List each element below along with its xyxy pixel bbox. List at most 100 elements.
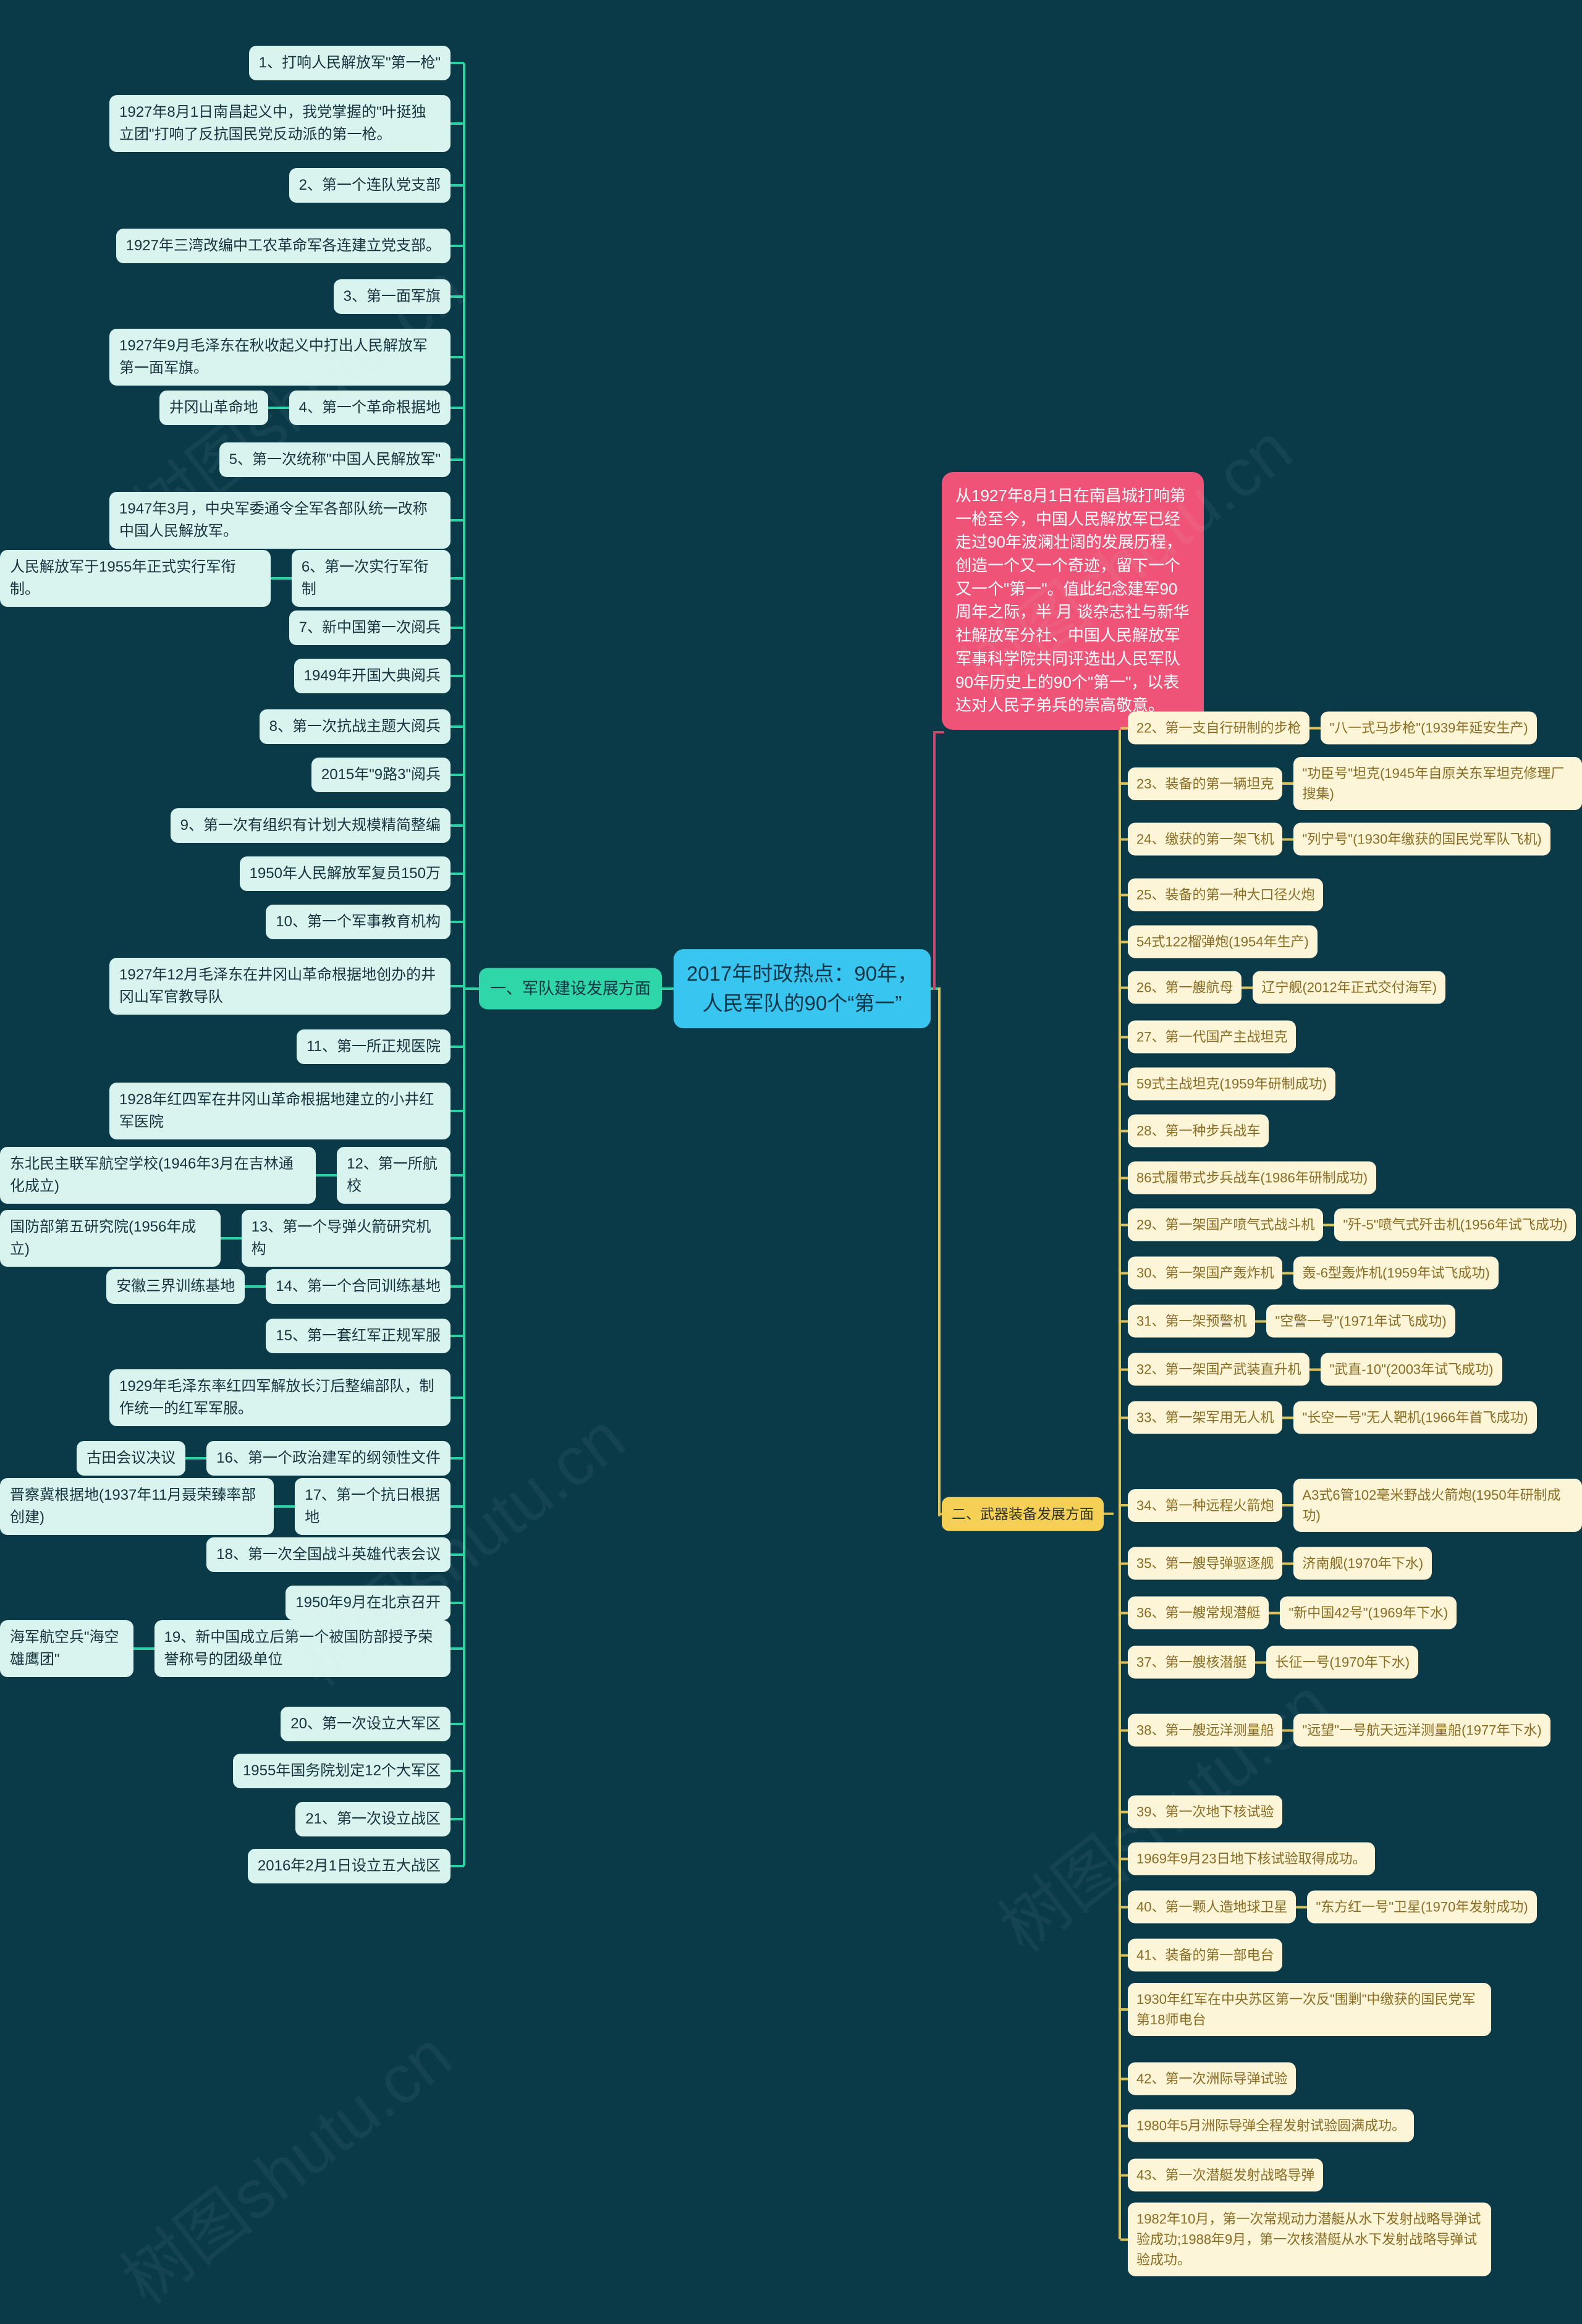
branch2-item-36-sub-label[interactable]: "新中国42号"(1969年下水) [1280,1596,1457,1629]
branch2-item-33[interactable]: 33、第一架军用无人机 [1128,1401,1283,1434]
branch1-label-node[interactable]: 一、军队建设发展方面 [479,968,662,1010]
branch2-item-42[interactable]: 42、第一次洲际导弹试验 [1128,2062,1296,2095]
branch1-item-16[interactable]: 16、第一个政治建军的纲领性文件 [206,1441,450,1476]
branch1-item-18[interactable]: 18、第一次全国战斗英雄代表会议 [206,1537,450,1572]
branch2-item-23[interactable]: 23、装备的第一辆坦克 [1128,767,1283,800]
branch1-item-9-desc[interactable]: 1950年人民解放军复员150万 [239,856,465,891]
branch2-item-24[interactable]: 24、缴获的第一架飞机 [1128,822,1283,856]
branch2-item-row: 42、第一次洲际导弹试验 [1120,2062,1296,2095]
branch1-item-1[interactable]: 1、打响人民解放军"第一枪" [248,46,450,80]
branch2-item-39-desc[interactable]: 1969年9月23日地下核试验取得成功。 [1120,1842,1375,1875]
branch1-item-4[interactable]: 4、第一个革命根据地 [289,391,450,425]
branch1-item-20-desc[interactable]: 1955年国务院划定12个大军区 [232,1754,465,1788]
branch1-item-21[interactable]: 21、第一次设立战区 [295,1802,450,1836]
branch2-item-22-sub-label[interactable]: "八一式马步枪"(1939年延安生产) [1321,711,1537,745]
branch2-item-27[interactable]: 27、第一代国产主战坦克 [1128,1020,1296,1054]
branch1-item-16-side-label[interactable]: 古田会议决议 [77,1441,186,1476]
branch2-item-43[interactable]: 43、第一次潜艇发射战略导弹 [1128,2158,1324,2192]
branch1-item-2-desc[interactable]: 1927年三湾改编中工农革命军各连建立党支部。 [116,229,465,263]
branch1-item-12-side-label[interactable]: 东北民主联军航空学校(1946年3月在吉林通化成立) [0,1147,316,1204]
center-topic-node[interactable]: 2017年时政热点：90年，人民军队的90个“第一” [674,949,931,1028]
branch2-item-34-sub-label[interactable]: A3式6管102毫米野战火箭炮(1950年研制成功) [1293,1479,1582,1532]
sub-connector-line [1282,1504,1294,1506]
branch2-item-37-sub-label[interactable]: 长征一号(1970年下水) [1266,1646,1419,1679]
branch1-item-3[interactable]: 3、第一面军旗 [333,279,450,314]
branch2-item-32-sub-label[interactable]: "武直-10"(2003年试飞成功) [1321,1353,1502,1386]
branch2-item-32[interactable]: 32、第一架国产武装直升机 [1128,1353,1310,1386]
branch2-item-41[interactable]: 41、装备的第一部电台 [1128,1938,1283,1972]
sub-connector-line [1309,1368,1321,1371]
branch2-item-34[interactable]: 34、第一种远程火箭炮 [1128,1489,1283,1522]
branch1-item-6[interactable]: 6、第一次实行军衔制 [291,550,450,607]
branch1-item-3-desc[interactable]: 1927年9月毛泽东在秋收起义中打出人民解放军第一面军旗。 [109,329,464,386]
branch2-item-40-sub-label[interactable]: "东方红一号"卫星(1970年发射成功) [1307,1890,1537,1924]
branch2-item-35[interactable]: 35、第一艘导弹驱逐舰 [1128,1547,1283,1580]
intro-note-card[interactable]: 从1927年8月1日在南昌城打响第一枪至今，中国人民解放军已经走过90年波澜壮阔… [942,472,1204,730]
branch2-item-30-sub-label[interactable]: 轰-6型轰炸机(1959年试飞成功) [1293,1256,1499,1290]
branch1-item-17-side-label[interactable]: 晋察冀根据地(1937年11月聂荣臻率部创建) [0,1478,274,1535]
branch2-item-37[interactable]: 37、第一艘核潜艇 [1128,1646,1256,1679]
branch1-item-15[interactable]: 15、第一套红军正规军服 [266,1319,450,1353]
branch1-item-row: 7、新中国第一次阅兵 [289,611,464,645]
branch1-item-5[interactable]: 5、第一次统称"中国人民解放军" [219,442,450,477]
branch1-item-13[interactable]: 13、第一个导弹火箭研究机构 [241,1210,450,1267]
branch1-item-11-desc[interactable]: 1928年红四军在井冈山革命根据地建立的小井红军医院 [109,1083,464,1139]
branch1-item-21-desc[interactable]: 2016年2月1日设立五大战区 [247,1849,465,1883]
trunk-connector-line [1120,1223,1128,1226]
branch1-item-10[interactable]: 10、第一个军事教育机构 [266,905,450,939]
trunk-connector-line [450,407,464,409]
branch1-item-2[interactable]: 2、第一个连队党支部 [289,168,450,203]
branch2-item-27-desc[interactable]: 59式主战坦克(1959年研制成功) [1120,1067,1336,1101]
branch2-item-28-desc[interactable]: 86式履带式步兵战车(1986年研制成功) [1120,1161,1377,1194]
branch1-item-row: 21、第一次设立战区 [295,1802,464,1836]
branch1-item-row: 晋察冀根据地(1937年11月聂荣臻率部创建) 17、第一个抗日根据地 [0,1478,464,1535]
branch1-item-1-desc[interactable]: 1927年8月1日南昌起义中，我党掌握的"叶挺独立团"打响了反抗国民党反动派的第… [109,95,464,152]
branch1-item-8[interactable]: 8、第一次抗战主题大阅兵 [259,709,450,744]
side-connector-line [316,1174,337,1177]
branch2-item-31-sub-label[interactable]: "空警一号"(1971年试飞成功) [1266,1304,1455,1338]
branch1-item-12[interactable]: 12、第一所航校 [337,1147,450,1204]
branch2-item-33-sub-label[interactable]: "长空一号"无人靶机(1966年首飞成功) [1293,1401,1537,1434]
branch2-item-22[interactable]: 22、第一支自行研制的步枪 [1128,711,1310,745]
branch2-item-38-sub-label[interactable]: "远望"一号航天远洋测量船(1977年下水) [1293,1713,1550,1747]
branch1-item-20[interactable]: 20、第一次设立大军区 [281,1707,450,1741]
branch1-item-5-desc[interactable]: 1947年3月，中央军委通令全军各部队统一改称中国人民解放军。 [109,492,464,549]
branch1-item-17[interactable]: 17、第一个抗日根据地 [295,1478,450,1535]
branch1-item-19-side-label[interactable]: 海军航空兵"海空雄鹰团" [0,1620,133,1677]
branch1-item-19[interactable]: 19、新中国成立后第一个被国防部授予荣誉称号的团级单位 [154,1620,450,1677]
branch2-item-35-sub-label[interactable]: 济南舰(1970年下水) [1293,1547,1432,1580]
branch2-item-25[interactable]: 25、装备的第一种大口径火炮 [1128,878,1324,911]
branch1-item-6-side-label[interactable]: 人民解放军于1955年正式实行军衔制。 [0,550,271,607]
branch2-item-28[interactable]: 28、第一种步兵战车 [1128,1114,1269,1147]
branch1-item-9[interactable]: 9、第一次有组织有计划大规模精简整编 [170,808,450,843]
branch2-item-41-desc[interactable]: 1930年红军在中央苏区第一次反"围剿"中缴获的国民党军第18师电台 [1120,1983,1491,2036]
branch2-item-38[interactable]: 38、第一艘远洋测量船 [1128,1713,1283,1747]
branch2-item-31[interactable]: 31、第一架预警机 [1128,1304,1256,1338]
trunk-connector-line [450,627,464,629]
branch2-item-29[interactable]: 29、第一架国产喷气式战斗机 [1128,1208,1324,1241]
branch1-item-14-side-label[interactable]: 安徽三界训练基地 [106,1269,245,1304]
branch2-item-36[interactable]: 36、第一艘常规潜艇 [1128,1596,1269,1629]
branch1-item-8-desc[interactable]: 2015年"9路3"阅兵 [311,758,465,792]
branch2-item-30[interactable]: 30、第一架国产轰炸机 [1128,1256,1283,1290]
branch2-item-40[interactable]: 40、第一颗人造地球卫星 [1128,1890,1296,1924]
branch2-item-23-sub-label[interactable]: "功臣号"坦克(1945年自原关东军坦克修理厂搜集) [1293,757,1582,810]
branch1-item-18-desc[interactable]: 1950年9月在北京召开 [286,1586,464,1620]
branch1-item-4-side-label[interactable]: 井冈山革命地 [159,391,268,425]
branch1-item-7-desc[interactable]: 1949年开国大典阅兵 [294,659,465,693]
branch2-item-43-desc[interactable]: 1982年10月，第一次常规动力潜艇从水下发射战略导弹试验成功;1988年9月，… [1120,2202,1491,2276]
branch2-item-26-sub-label[interactable]: 辽宁舰(2012年正式交付海军) [1253,971,1446,1004]
branch2-item-29-sub-label[interactable]: "歼-5"喷气式歼击机(1956年试飞成功) [1334,1208,1576,1241]
branch1-item-15-desc[interactable]: 1929年毛泽东率红四军解放长汀后整编部队，制作统一的红军军服。 [109,1369,464,1426]
branch1-item-11[interactable]: 11、第一所正规医院 [297,1029,450,1064]
branch2-item-42-desc[interactable]: 1980年5月洲际导弹全程发射试验圆满成功。 [1120,2109,1415,2142]
branch2-item-25-desc[interactable]: 54式122榴弹炮(1954年生产) [1120,925,1318,958]
branch2-label-node[interactable]: 二、武器装备发展方面 [942,1497,1114,1531]
branch2-item-24-sub-label[interactable]: "列宁号"(1930年缴获的国民党军队飞机) [1293,822,1550,856]
branch2-item-39[interactable]: 39、第一次地下核试验 [1128,1795,1283,1828]
branch2-item-26[interactable]: 26、第一艘航母 [1128,971,1242,1004]
branch1-item-13-side-label[interactable]: 国防部第五研究院(1956年成立) [0,1210,221,1267]
branch1-item-14[interactable]: 14、第一个合同训练基地 [266,1269,450,1304]
branch1-item-7[interactable]: 7、新中国第一次阅兵 [289,611,450,645]
branch1-item-10-desc[interactable]: 1927年12月毛泽东在井冈山革命根据地创办的井冈山军官教导队 [109,958,464,1015]
